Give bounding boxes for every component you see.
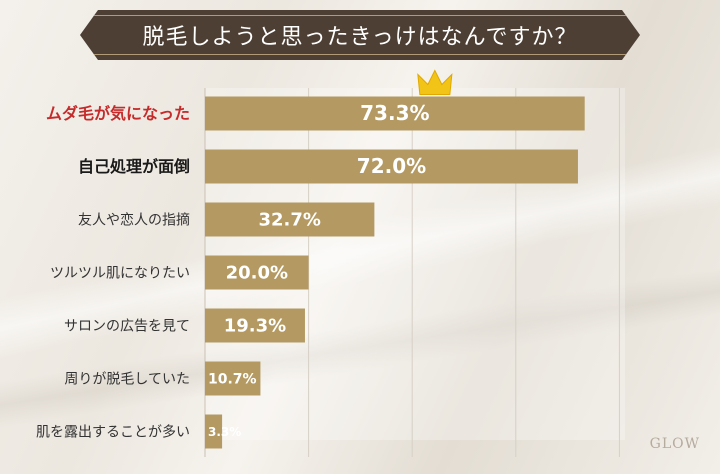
category-label: ツルツル肌になりたい: [50, 266, 190, 282]
crown-icon: [417, 69, 453, 95]
title-banner-border: [86, 15, 634, 55]
category-label: 自己処理が面倒: [78, 157, 190, 176]
category-label: サロンの広告を見て: [64, 319, 190, 335]
value-label: 3.3%: [208, 425, 241, 439]
category-label: 肌を露出することが多い: [36, 424, 190, 441]
bar: [205, 96, 585, 131]
value-label: 19.3%: [224, 316, 286, 337]
value-label: 73.3%: [360, 101, 429, 125]
bar: [205, 308, 305, 343]
bar: [205, 255, 309, 290]
bar: [205, 202, 375, 237]
category-label: 周りが脱毛していた: [64, 372, 190, 388]
glow-logo: GLOW: [649, 436, 700, 452]
bar: [205, 149, 578, 184]
bar: [205, 414, 223, 449]
category-label: ムダ毛が気になった: [46, 104, 190, 123]
category-label: 友人や恋人の指摘: [78, 212, 190, 229]
bar: [205, 361, 261, 396]
value-label: 20.0%: [226, 263, 288, 284]
chart-title: 脱毛しようと思ったきっけはなんですか？: [142, 25, 578, 50]
value-label: 32.7%: [258, 210, 320, 231]
value-label: 10.7%: [208, 372, 257, 388]
value-label: 72.0%: [357, 154, 426, 178]
title-banner: 脱毛しようと思ったきっけはなんですか？: [80, 10, 640, 60]
